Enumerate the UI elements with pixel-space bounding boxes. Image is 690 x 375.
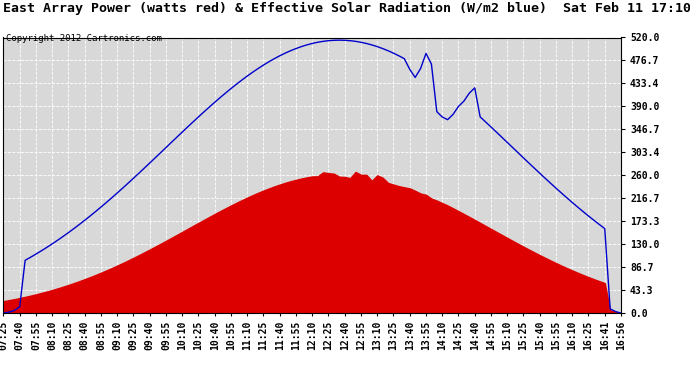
Text: East Array Power (watts red) & Effective Solar Radiation (W/m2 blue)  Sat Feb 11: East Array Power (watts red) & Effective… — [3, 2, 690, 15]
Text: Copyright 2012 Cartronics.com: Copyright 2012 Cartronics.com — [6, 34, 161, 43]
